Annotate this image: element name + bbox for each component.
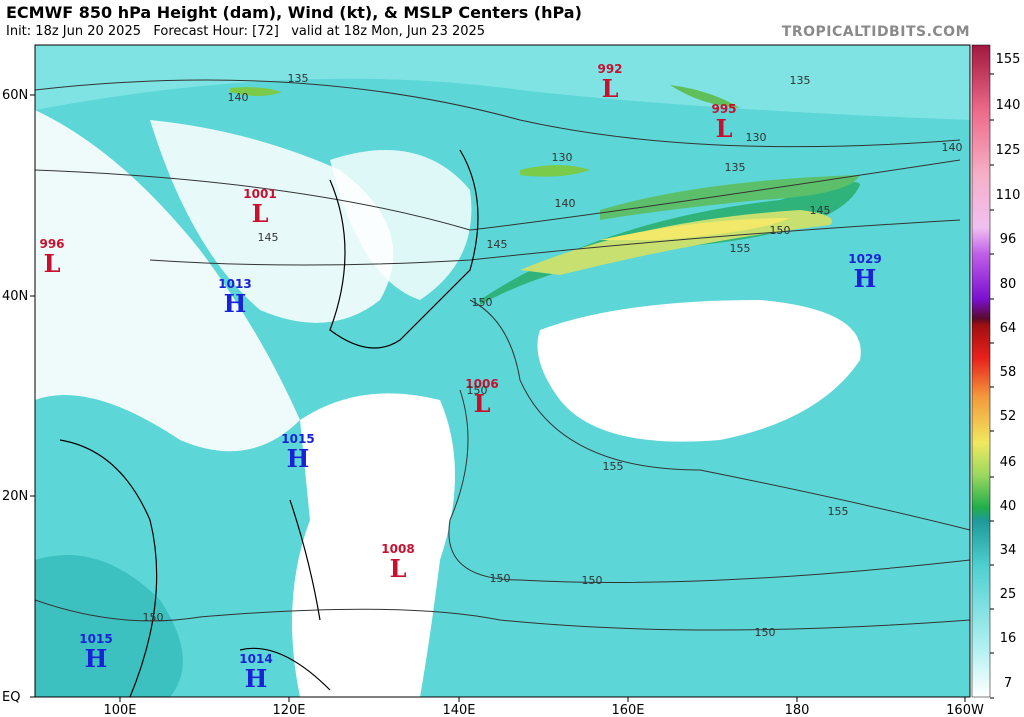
contour-label: 135 xyxy=(725,161,746,174)
colorbar-label: 96 xyxy=(1000,232,1017,247)
center-symbol: H xyxy=(245,664,268,693)
map-field xyxy=(35,45,970,697)
contour-label: 150 xyxy=(472,296,493,309)
center-symbol: L xyxy=(716,114,733,143)
contour-label: 140 xyxy=(942,141,963,154)
center-value: 1015 xyxy=(79,632,112,646)
center-symbol: H xyxy=(85,644,108,673)
center-value: 1006 xyxy=(465,377,498,391)
colorbar-label: 16 xyxy=(1000,631,1017,646)
lon-label: 180 xyxy=(785,703,810,717)
title: ECMWF 850 hPa Height (dam), Wind (kt), &… xyxy=(6,3,582,22)
lat-label: 40N xyxy=(2,289,28,304)
map-frame xyxy=(34,44,971,698)
contour-label: 150 xyxy=(755,626,776,639)
colorbar-label: 110 xyxy=(996,188,1021,203)
lon-label: 100E xyxy=(103,703,136,717)
lon-label: 160W xyxy=(946,703,984,717)
center-symbol: L xyxy=(474,389,491,418)
center-value: 1001 xyxy=(243,187,276,201)
colorbar-label: 58 xyxy=(1000,365,1017,380)
colorbar-label: 140 xyxy=(996,98,1021,113)
contour-label: 155 xyxy=(828,505,849,518)
colorbar-label: 80 xyxy=(1000,277,1017,292)
brand: TROPICALTIDBITS.COM xyxy=(781,24,970,40)
center-value: 1013 xyxy=(218,277,251,291)
center-symbol: L xyxy=(602,74,619,103)
colorbar-label: 125 xyxy=(996,143,1021,158)
center-value: 995 xyxy=(711,102,736,116)
colorbar-label: 7 xyxy=(1004,676,1012,691)
subtitle: Init: 18z Jun 20 2025 Forecast Hour: [72… xyxy=(6,24,486,39)
colorbar-label: 46 xyxy=(1000,455,1017,470)
contour-label: 150 xyxy=(467,384,488,397)
lon-label: 140E xyxy=(442,703,475,717)
center-value: 1008 xyxy=(381,542,414,556)
center-value: 1015 xyxy=(281,432,314,446)
center-symbol: H xyxy=(224,289,247,318)
lon-label: 120E xyxy=(272,703,305,717)
center-value: 1014 xyxy=(239,652,272,666)
lat-label: EQ xyxy=(2,690,20,705)
contour-label: 150 xyxy=(143,611,164,624)
center-symbol: H xyxy=(287,444,310,473)
contour-label: 130 xyxy=(552,151,573,164)
colorbar xyxy=(971,44,991,698)
colorbar-label: 64 xyxy=(1000,321,1017,336)
contour-label: 145 xyxy=(258,231,279,244)
contour-label: 150 xyxy=(582,574,603,587)
center-value: 1029 xyxy=(848,252,881,266)
colorbar-label: 25 xyxy=(1000,587,1017,602)
colorbar-label: 52 xyxy=(1000,409,1017,424)
center-symbol: L xyxy=(44,249,61,278)
contour-label: 145 xyxy=(810,204,831,217)
contour-label: 145 xyxy=(487,238,508,251)
contour-label: 130 xyxy=(746,131,767,144)
contour-label: 150 xyxy=(490,572,511,585)
colorbar-label: 40 xyxy=(1000,499,1017,514)
colorbar-label: 155 xyxy=(996,52,1021,67)
contour-label: 150 xyxy=(770,224,791,237)
lat-label: 60N xyxy=(2,88,28,103)
contour-label: 135 xyxy=(288,72,309,85)
center-symbol: L xyxy=(252,199,269,228)
contour-label: 155 xyxy=(603,460,624,473)
contour-label: 155 xyxy=(730,242,751,255)
center-value: 996 xyxy=(39,237,64,251)
colorbar-label: 34 xyxy=(1000,543,1017,558)
contour-label: 140 xyxy=(228,91,249,104)
lat-label: 20N xyxy=(2,489,28,504)
lon-label: 160E xyxy=(611,703,644,717)
contour-label: 140 xyxy=(555,197,576,210)
center-value: 992 xyxy=(597,62,622,76)
center-symbol: L xyxy=(390,554,407,583)
center-symbol: H xyxy=(854,264,877,293)
contour-label: 135 xyxy=(790,74,811,87)
